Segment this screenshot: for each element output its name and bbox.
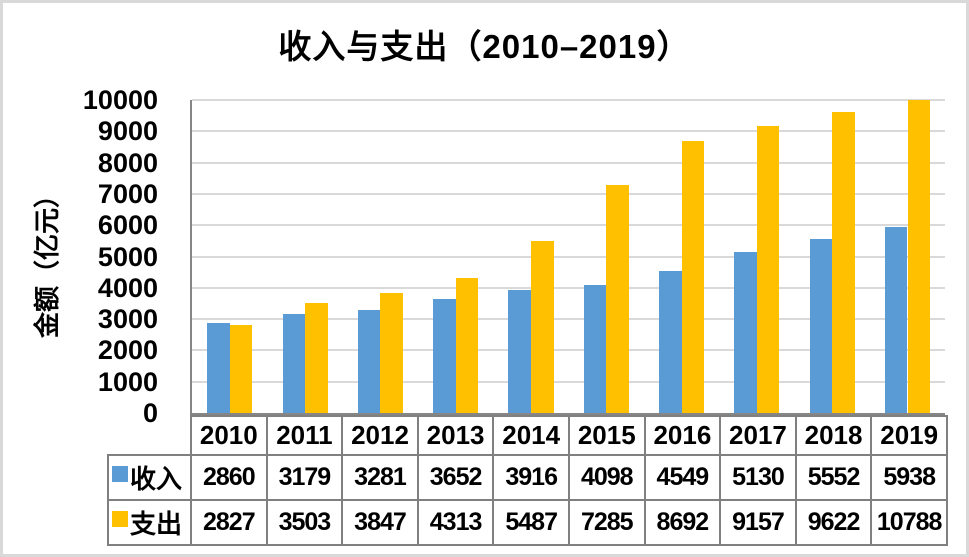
value-cell-income-2019: 5938 [870,454,948,501]
bar-income-2014 [508,290,531,413]
year-cell-2012: 2012 [341,415,419,456]
value-cell-income-2015: 4098 [567,454,646,501]
bar-income-2013 [433,298,456,413]
value-cell-income-2018: 5552 [794,454,873,501]
bar-income-2019 [884,227,908,413]
value-cell-income-2013: 3652 [416,454,495,501]
gridline [192,161,945,164]
y-tick-label: 4000 [97,272,158,303]
bar-expense-2013 [455,278,479,413]
series-name-income: 收入 [130,464,183,494]
bar-expense-2012 [380,292,403,413]
value-cell-income-2017: 5130 [719,454,797,501]
gridline [192,286,945,289]
expense-legend-swatch-icon [112,511,128,527]
year-cell-2011: 2011 [265,415,344,456]
gridline [192,349,945,352]
plot-area [190,99,945,415]
y-tick-label: 1000 [97,366,158,397]
bar-income-2018 [809,239,833,413]
value-cell-expense-2018: 9622 [794,499,873,546]
income-legend-swatch-icon [112,466,128,482]
bar-income-2012 [357,310,381,413]
bar-expense-2010 [229,324,253,413]
gridline [192,224,945,227]
y-tick-label: 6000 [97,210,158,241]
gridline [192,192,945,195]
y-tick-label: 5000 [97,241,158,272]
year-cell-2018: 2018 [794,415,873,456]
bar-expense-2016 [681,140,705,413]
y-tick-label: 8000 [97,147,158,178]
y-tick-label: 3000 [97,304,158,335]
table-row-income: 收入 2860 3179 3281 3652 3916 4098 4549 5130 5552 59… [107,454,948,501]
year-cell-2019: 2019 [870,415,948,456]
value-cell-income-2014: 3916 [492,454,570,501]
value-cell-expense-2014: 5487 [492,499,570,546]
chart-title: 收入与支出（2010–2019） [278,28,691,65]
table-row-expense: 支出 2827 3503 3847 4313 5487 7285 8692 9157 9622 10… [107,499,948,546]
series-header-expense: 支出 [107,499,192,546]
year-cell-2010: 2010 [190,415,268,456]
value-cell-expense-2017: 9157 [719,499,797,546]
value-cell-expense-2015: 7285 [567,499,646,546]
value-cell-expense-2010: 2827 [190,499,268,546]
value-cell-income-2012: 3281 [341,454,419,501]
bar-expense-2018 [832,111,855,413]
value-cell-expense-2016: 8692 [643,499,722,546]
value-cell-income-2016: 4549 [643,454,722,501]
series-name-expense: 支出 [130,509,183,539]
year-cell-2017: 2017 [719,415,797,456]
bar-income-2010 [207,323,230,413]
bar-expense-2014 [531,241,554,413]
gridline [192,130,945,133]
year-cell-2015: 2015 [567,415,646,456]
value-cell-expense-2011: 3503 [265,499,344,546]
bar-income-2016 [659,270,682,413]
gridline [192,318,945,321]
value-cell-expense-2013: 4313 [416,499,495,546]
bar-expense-2017 [756,126,780,413]
gridline [192,380,945,383]
gridline [192,255,945,258]
y-tick-label: 0 [142,398,158,428]
year-cell-2013: 2013 [416,415,495,456]
y-tick-label: 7000 [97,178,158,209]
value-cell-income-2011: 3179 [265,454,344,501]
y-tick-label: 2000 [97,335,158,366]
y-tick-label: 9000 [97,116,158,147]
bar-expense-2011 [305,303,328,413]
bar-income-2015 [583,284,607,413]
value-cell-expense-2019: 10788 [870,499,948,546]
gridline [192,99,945,101]
year-cell-2016: 2016 [643,415,722,456]
value-cell-income-2010: 2860 [190,454,268,501]
y-tick-label: 10000 [82,85,158,115]
bar-income-2017 [734,252,757,413]
bar-income-2011 [282,313,306,413]
data-table: 2010 2011 2012 2013 2014 2015 2016 2017 2018 2019… [107,415,948,546]
table-corner-blank-cell [108,416,191,455]
value-cell-expense-2012: 3847 [341,499,419,546]
bar-expense-2019 [907,100,931,413]
series-header-income: 收入 [107,454,192,501]
year-cell-2014: 2014 [492,415,570,456]
bar-expense-2015 [606,184,629,413]
